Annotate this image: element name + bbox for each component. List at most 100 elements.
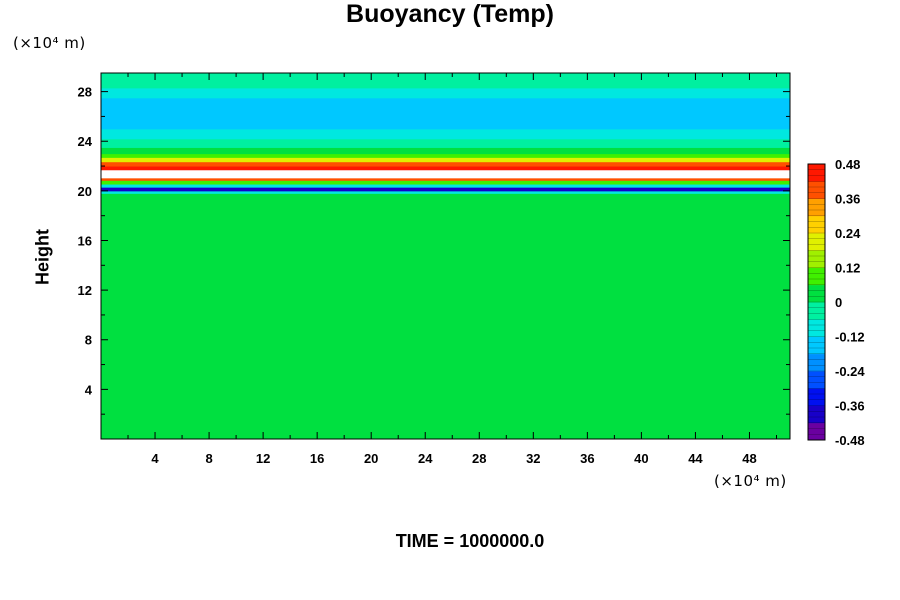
colorbar-label: 0.12: [835, 261, 860, 276]
colorbar-segment: [808, 273, 825, 280]
field-layer: [101, 153, 790, 158]
colorbar-label: 0.36: [835, 192, 860, 207]
colorbar-segment: [808, 267, 825, 274]
colorbar-label: 0.48: [835, 157, 860, 172]
field-layer: [101, 138, 790, 148]
x-tick-label: 8: [205, 451, 212, 466]
y-axis-unit: (×10⁴ m): [13, 34, 86, 52]
colorbar-segment: [808, 250, 825, 257]
time-label: TIME = 1000000.0: [395, 531, 545, 551]
colorbar-label: -0.36: [835, 399, 865, 414]
y-tick-label: 4: [85, 382, 93, 397]
colorbar-segment: [808, 405, 825, 412]
colorbar-segment: [808, 307, 825, 314]
colorbar-segment: [808, 382, 825, 389]
colorbar-segment: [808, 261, 825, 268]
colorbar-segment: [808, 319, 825, 326]
colorbar-frame: [807, 163, 826, 441]
field-layer: [101, 161, 790, 167]
x-tick-label: 20: [364, 451, 378, 466]
field-layer: [101, 187, 790, 192]
colorbar-segment: [808, 256, 825, 263]
field-layer: [101, 193, 790, 439]
x-tick-label: 4: [151, 451, 159, 466]
colorbar-label: -0.24: [835, 364, 865, 379]
y-tick-label: 20: [78, 184, 92, 199]
colorbar-label: -0.48: [835, 433, 865, 448]
colorbar-segment: [808, 192, 825, 199]
colorbar-segment: [808, 284, 825, 291]
colorbar-segment: [808, 238, 825, 245]
chart-title: Buoyancy (Temp): [346, 0, 554, 28]
colorbar-label: 0.24: [835, 226, 861, 241]
field-layer: [101, 147, 790, 155]
x-tick-label: 32: [526, 451, 540, 466]
field-layer: [101, 184, 790, 188]
colorbar-segment: [808, 279, 825, 286]
field-layer: [101, 87, 790, 99]
colorbar-segment: [808, 422, 825, 429]
y-tick-label: 24: [78, 134, 93, 149]
colorbar-segment: [808, 394, 825, 401]
colorbar-segment: [808, 181, 825, 188]
colorbar-segment: [808, 342, 825, 349]
heatmap-field: [101, 73, 790, 439]
x-axis: 4 8 12 16 20 24 28 32 36 40 44 48: [127, 73, 777, 466]
colorbar-segment: [808, 434, 825, 441]
colorbar-segment: [808, 417, 825, 424]
field-layer: [101, 97, 790, 111]
colorbar-segment: [808, 313, 825, 320]
colorbar-segment: [808, 204, 825, 211]
field-layer: [101, 157, 790, 163]
x-tick-label: 16: [310, 451, 324, 466]
field-layer: [101, 128, 790, 140]
colorbar-label: 0: [835, 295, 842, 310]
y-tick-label: 28: [78, 85, 92, 100]
field-layer: [101, 190, 790, 194]
colorbar-segment: [808, 290, 825, 297]
field-layer: [101, 177, 790, 181]
colorbar-segment: [808, 359, 825, 366]
colorbar-segment: [808, 233, 825, 240]
colorbar-segment: [808, 388, 825, 395]
colorbar-segment: [808, 411, 825, 418]
colorbar-segment: [808, 348, 825, 355]
colorbar-segment: [808, 428, 825, 435]
x-tick-label: 24: [418, 451, 433, 466]
colorbar-segment: [808, 296, 825, 303]
y-tick-label: 8: [85, 333, 92, 348]
colorbar-segment: [808, 371, 825, 378]
x-tick-label: 28: [472, 451, 486, 466]
x-tick-label: 48: [742, 451, 756, 466]
plot-frame: [100, 72, 791, 440]
y-axis: 4 8 12 16 20 24 28: [78, 85, 790, 415]
colorbar-segment: [808, 215, 825, 222]
colorbar-segment: [808, 330, 825, 337]
x-tick-label: 36: [580, 451, 594, 466]
field-layer: [101, 169, 790, 179]
colorbar-segment: [808, 244, 825, 251]
x-axis-unit: (×10⁴ m): [714, 472, 787, 490]
x-tick-label: 44: [688, 451, 703, 466]
colorbar-segment: [808, 399, 825, 406]
colorbar-segment: [808, 227, 825, 234]
field-layer: [101, 180, 790, 185]
colorbar-segment: [808, 325, 825, 332]
y-tick-label: 12: [78, 283, 92, 298]
y-tick-label: 16: [78, 233, 92, 248]
x-tick-label: 40: [634, 451, 648, 466]
colorbar-segment: [808, 164, 825, 171]
colorbar-segment: [808, 336, 825, 343]
colorbar-segment: [808, 187, 825, 194]
colorbar-label: -0.12: [835, 330, 865, 345]
colorbar-segment: [808, 376, 825, 383]
colorbar-segment: [808, 175, 825, 182]
field-layer: [101, 166, 790, 171]
field-layer: [101, 110, 790, 130]
colorbar-segment: [808, 221, 825, 228]
colorbar: 0.48 0.36 0.24 0.12 0 -0.12 -0.24 -0.36 -0.48: [807, 157, 865, 448]
colorbar-segment: [808, 210, 825, 217]
x-tick-label: 12: [256, 451, 270, 466]
colorbar-segment: [808, 198, 825, 205]
